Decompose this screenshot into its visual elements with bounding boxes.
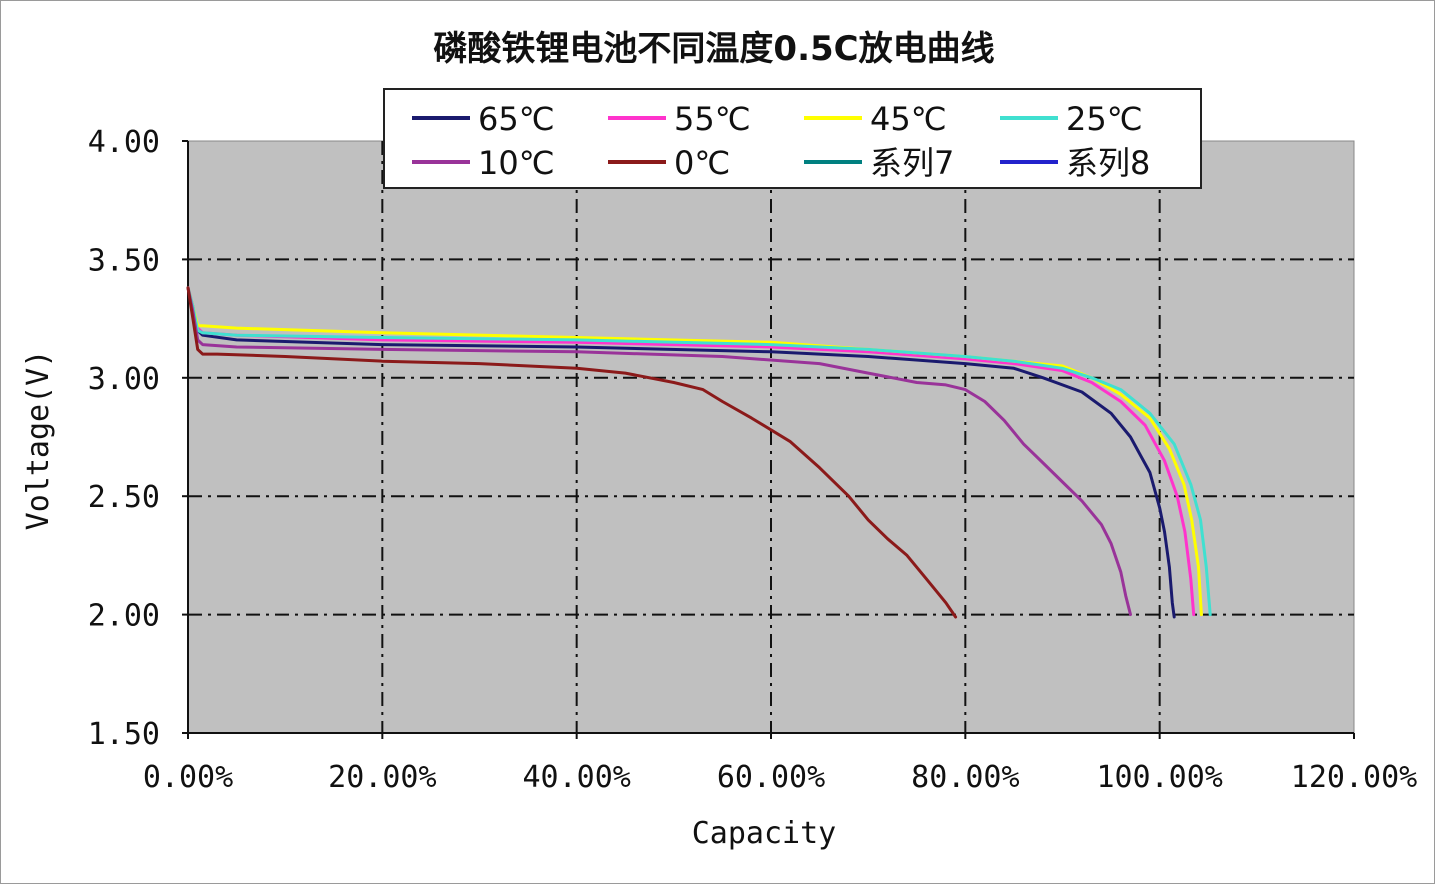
series-line [186,286,1176,619]
x-tick-label: 40.00% [522,760,630,795]
x-tick-label: 80.00% [911,760,1019,795]
x-tick-label: 120.00% [1291,760,1417,795]
legend-label: 25℃ [1066,100,1143,138]
x-axis-label: Capacity [692,816,837,851]
x-tick-label: 100.00% [1096,760,1222,795]
legend-label: 系列8 [1066,144,1150,182]
axes [182,140,1355,739]
series-line [186,286,958,619]
tick-labels: 0.00% 20.00% 40.00% 60.00% 80.00% 100.00% 120.… [88,125,1417,795]
legend: 65℃ 55℃ 45℃ 25℃ 10℃ 0℃ 系列7 系列8 [383,88,1202,189]
grid-lines [188,141,1354,733]
series-line [186,286,1212,617]
series-line [186,286,1132,617]
series-lines [186,286,1212,619]
legend-label: 55℃ [674,100,751,138]
legend-label: 系列7 [870,144,954,182]
y-tick-label: 3.00 [88,362,160,397]
x-tick-label: 20.00% [328,760,436,795]
x-tick-label: 0.00% [143,760,233,795]
legend-label: 65℃ [478,100,555,138]
y-tick-label: 3.50 [88,243,160,278]
chart-title: 磷酸铁锂电池不同温度0.5C放电曲线 [433,29,994,69]
y-tick-label: 2.00 [88,599,160,634]
legend-label: 10℃ [478,144,555,182]
y-axis-label: Voltage(V) [21,350,56,531]
legend-label: 0℃ [674,144,730,182]
y-tick-label: 2.50 [88,480,160,515]
legend-box [383,88,1202,189]
x-tick-label: 60.00% [717,760,825,795]
legend-label: 45℃ [870,100,947,138]
y-tick-label: 4.00 [88,125,160,160]
y-tick-label: 1.50 [88,717,160,752]
